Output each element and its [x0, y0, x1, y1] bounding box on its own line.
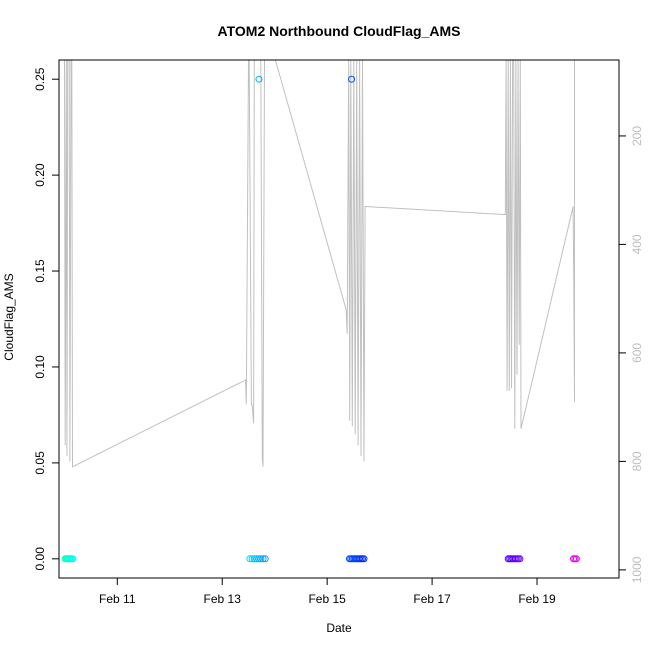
data-point — [360, 555, 368, 563]
data-point — [257, 555, 265, 563]
x-axis-title: Date — [326, 621, 352, 635]
points-layer — [61, 75, 580, 563]
y-tick-label: 0.05 — [33, 451, 47, 475]
y-tick-label: 0.00 — [33, 547, 47, 571]
data-point — [259, 555, 267, 563]
y-tick-label: 0.20 — [33, 163, 47, 187]
plot-frame — [58, 59, 620, 579]
y-axis-title: CloudFlag_AMS — [2, 273, 16, 360]
pressure-line-layer — [64, 60, 575, 468]
x-tick-label: Feb 19 — [518, 592, 556, 606]
x-tick-label: Feb 13 — [204, 592, 242, 606]
x-tick-label: Feb 11 — [99, 592, 136, 606]
data-point — [69, 555, 77, 563]
pressure-line — [64, 60, 575, 468]
y2-tick-label: 1000 — [630, 556, 644, 583]
y2-tick-label: 200 — [630, 126, 644, 146]
y2-tick-label: 400 — [630, 234, 644, 254]
data-point — [246, 555, 254, 563]
data-point — [248, 555, 256, 563]
axes-layer: Feb 11 Feb 13 Feb 15 Feb 17 Feb 19 0.00 0.05 0.… — [33, 59, 644, 606]
y2-tick-label: 600 — [630, 343, 644, 363]
y-tick-label: 0.10 — [33, 355, 47, 379]
y-tick-label: 0.25 — [33, 67, 47, 91]
x-tick-label: Feb 17 — [413, 592, 451, 606]
data-point — [348, 75, 356, 83]
y2-tick-label: 800 — [630, 451, 644, 471]
chart-title: ATOM2 Northbound CloudFlag_AMS — [218, 23, 461, 39]
data-point — [255, 75, 263, 83]
data-point — [261, 555, 269, 563]
data-point — [572, 555, 580, 563]
data-point — [516, 555, 524, 563]
y-tick-label: 0.15 — [33, 259, 47, 283]
x-tick-label: Feb 15 — [308, 592, 346, 606]
